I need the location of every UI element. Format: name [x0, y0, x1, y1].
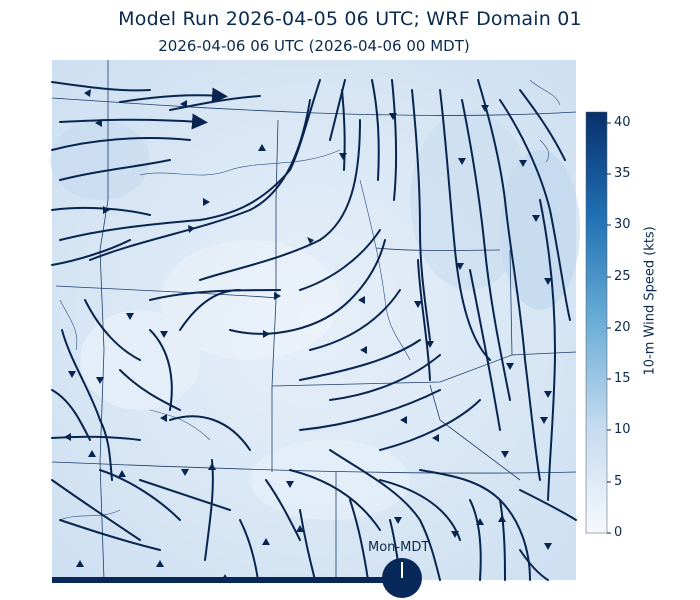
- main-title: Model Run 2026-04-05 06 UTC; WRF Domain …: [118, 8, 582, 30]
- coastlines-rivers: [59, 79, 561, 521]
- colorbar-tick-label: 20: [614, 320, 631, 335]
- wind-streamlines: [51, 79, 577, 581]
- streamline-arrowheads: [64, 89, 552, 581]
- colorbar-ticks: [607, 122, 611, 534]
- colorbar-tick-label: 30: [614, 217, 631, 232]
- colorbar-gradient: [585, 111, 608, 534]
- colorbar-tick-label: 40: [614, 115, 631, 130]
- colorbar-label: 10-m Wind Speed (kts): [642, 226, 658, 376]
- timeline-label: Mon-MDT: [368, 540, 430, 555]
- state-borders: [51, 60, 577, 581]
- colorbar-tick-label: 5: [614, 474, 623, 489]
- colorbar-tick-label: 35: [614, 166, 631, 181]
- colorbar-tick-label: 25: [614, 269, 631, 284]
- sub-title: 2026-04-06 06 UTC (2026-04-06 00 MDT): [158, 37, 470, 55]
- colorbar-tick-label: 15: [614, 371, 631, 386]
- colorbar-tick-label: 10: [614, 422, 631, 437]
- colorbar-tick-label: 0: [614, 525, 623, 540]
